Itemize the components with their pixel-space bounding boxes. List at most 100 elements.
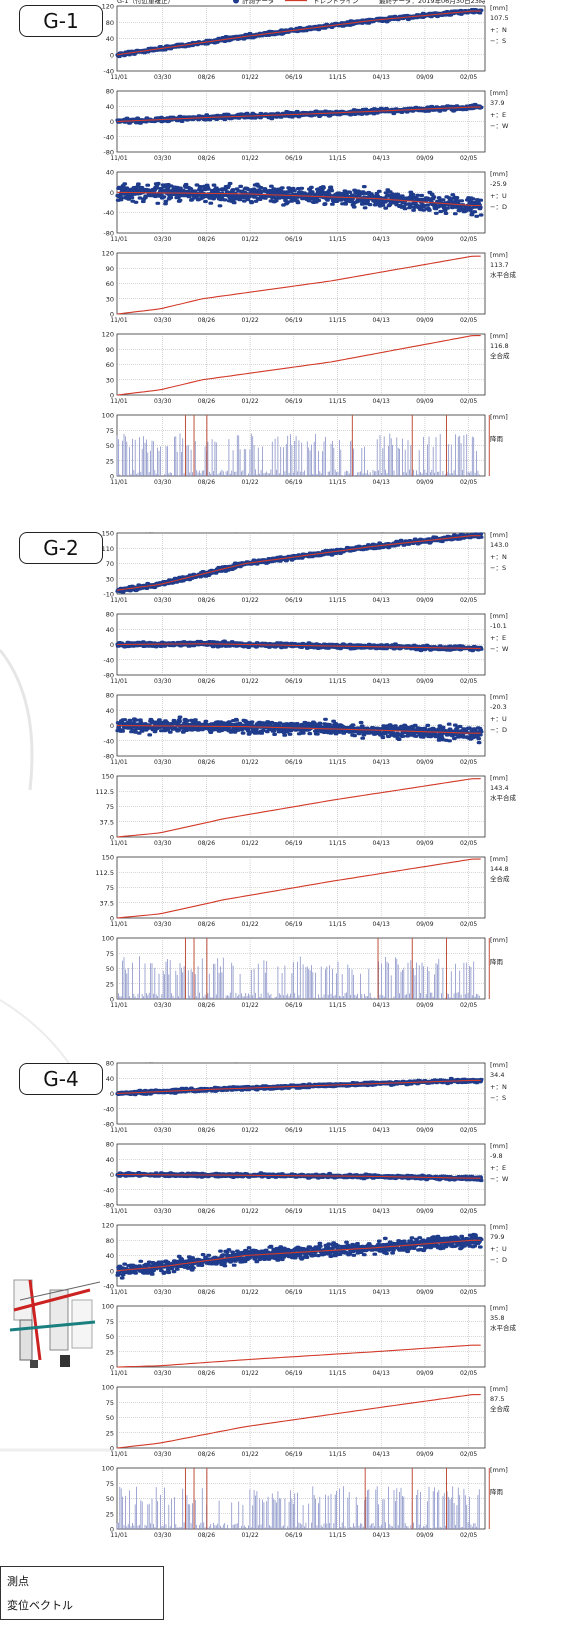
x-tick-label: 02/05 — [460, 840, 477, 847]
x-tick-label: 09/09 — [416, 155, 433, 162]
y-tick-label: 80 — [106, 1237, 114, 1245]
x-tick-label: 08/26 — [198, 1208, 215, 1215]
y-tick-label: 80 — [106, 88, 114, 96]
x-tick-label: 09/09 — [416, 1451, 433, 1458]
y-tick-label: 100 — [102, 935, 114, 943]
unit-label: [mm] — [490, 612, 508, 620]
x-tick-label: 09/09 — [416, 1532, 433, 1539]
panel-G-4-3: 100 75 50 25 011/01 03/30 08/26 01/22 06/19 11/15… — [102, 1303, 517, 1378]
x-tick-label: 11/01 — [110, 1451, 127, 1458]
y-tick-label: 37.5 — [100, 818, 114, 826]
x-tick-label: 06/19 — [285, 1451, 302, 1458]
x-tick-label: 04/13 — [373, 1451, 390, 1458]
x-tick-label: 01/22 — [241, 74, 258, 81]
unit-label: [mm] — [490, 1304, 508, 1312]
x-tick-label: 01/22 — [241, 1370, 258, 1377]
side-label: +：E — [490, 634, 506, 642]
x-tick-label: 06/19 — [285, 921, 302, 928]
y-tick-label: 40 — [106, 707, 114, 715]
x-tick-label: 11/15 — [329, 1289, 346, 1296]
legend-item-displacement-vector: 変位ベクトル — [7, 1599, 73, 1612]
y-tick-label: 150 — [102, 530, 114, 538]
x-tick-label: 11/15 — [329, 74, 346, 81]
side-label: −：D — [490, 1256, 507, 1264]
x-tick-label: 02/05 — [460, 921, 477, 928]
side-label: 降雨 — [490, 434, 504, 443]
unit-label: [mm] — [490, 1385, 508, 1393]
latest-value: 143.0 — [490, 541, 509, 549]
x-tick-label: 04/13 — [373, 1127, 390, 1134]
latest-data-label: 最終データ：2019年06月30日23時 — [379, 0, 486, 5]
chart-group-G-1: G-1（付近重複正） 計測データ トレンドライン 最終データ：2019年06月30日2… — [102, 0, 517, 486]
x-tick-label: 06/19 — [285, 597, 302, 604]
x-tick-label: 11/15 — [329, 1002, 346, 1009]
side-label: +：E — [490, 111, 506, 119]
x-tick-label: 11/01 — [110, 921, 127, 928]
y-tick-label: 70 — [106, 560, 114, 568]
y-tick-label: 0 — [110, 722, 114, 730]
x-tick-label: 11/15 — [329, 398, 346, 405]
legend-data-marker — [233, 0, 239, 4]
y-tick-label: -40 — [103, 68, 114, 76]
x-tick-label: 02/05 — [460, 1002, 477, 1009]
legend-item-survey-point: 測点 — [7, 1575, 29, 1588]
x-tick-label: 02/05 — [460, 236, 477, 243]
x-tick-label: 06/19 — [285, 678, 302, 685]
x-tick-label: 03/30 — [154, 398, 171, 405]
x-tick-label: 02/05 — [460, 1532, 477, 1539]
x-tick-label: 11/01 — [110, 479, 127, 486]
x-tick-label: 03/30 — [154, 1127, 171, 1134]
x-tick-label: 02/05 — [460, 1370, 477, 1377]
y-tick-label: 30 — [106, 295, 114, 303]
side-label: +：N — [490, 1083, 507, 1091]
y-tick-label: 0 — [110, 118, 114, 126]
x-tick-label: 02/05 — [460, 1451, 477, 1458]
y-tick-label: 75 — [106, 427, 114, 435]
panel-tag: G-4 — [19, 1063, 103, 1095]
panel-G-2-4: 150 112.5 75 37.5 011/01 03/30 08/26 01/22 06/19… — [95, 854, 510, 929]
x-tick-label: 09/09 — [416, 74, 433, 81]
x-tick-label: 08/26 — [198, 597, 215, 604]
x-tick-label: 03/30 — [154, 236, 171, 243]
x-tick-label: 04/13 — [373, 398, 390, 405]
y-tick-label: 90 — [106, 346, 114, 354]
x-tick-label: 11/15 — [329, 1451, 346, 1458]
y-tick-label: 40 — [106, 626, 114, 634]
y-tick-label: 75 — [106, 884, 114, 892]
x-tick-label: 09/09 — [416, 1370, 433, 1377]
x-tick-label: 03/30 — [154, 74, 171, 81]
y-tick-label: 0 — [110, 1445, 114, 1453]
unit-label: [mm] — [490, 1466, 508, 1474]
unit-label: [mm] — [490, 1223, 508, 1231]
unit-label: [mm] — [490, 693, 508, 701]
x-tick-label: 03/30 — [154, 479, 171, 486]
y-tick-label: -40 — [103, 1105, 114, 1113]
panel-G-2-3: 150 112.5 75 37.5 011/01 03/30 08/26 01/22 06/19… — [95, 773, 516, 848]
x-tick-label: 04/13 — [373, 597, 390, 604]
x-tick-label: 03/30 — [154, 921, 171, 928]
x-tick-label: 03/30 — [154, 1289, 171, 1296]
x-tick-label: 03/30 — [154, 597, 171, 604]
x-tick-label: 09/09 — [416, 1289, 433, 1296]
x-tick-label: 06/19 — [285, 1532, 302, 1539]
side-label: −：W — [490, 645, 509, 653]
x-tick-label: 04/13 — [373, 1370, 390, 1377]
y-tick-label: 0 — [110, 1364, 114, 1372]
trend-line — [116, 778, 481, 838]
y-tick-label: 50 — [106, 965, 114, 973]
y-tick-label: -10 — [103, 591, 114, 599]
x-tick-label: 01/22 — [241, 317, 258, 324]
y-tick-label: 25 — [106, 457, 114, 465]
x-tick-label: 01/22 — [241, 1289, 258, 1296]
x-tick-label: 08/26 — [198, 74, 215, 81]
y-tick-label: -80 — [103, 149, 114, 157]
x-tick-label: 04/13 — [373, 921, 390, 928]
chart-title: G-1（付近重複正） — [117, 0, 174, 5]
data-points — [115, 181, 484, 218]
x-tick-label: 11/01 — [110, 74, 127, 81]
trend-line — [116, 1394, 481, 1449]
y-tick-label: 80 — [106, 1141, 114, 1149]
y-tick-label: 120 — [102, 1222, 114, 1230]
